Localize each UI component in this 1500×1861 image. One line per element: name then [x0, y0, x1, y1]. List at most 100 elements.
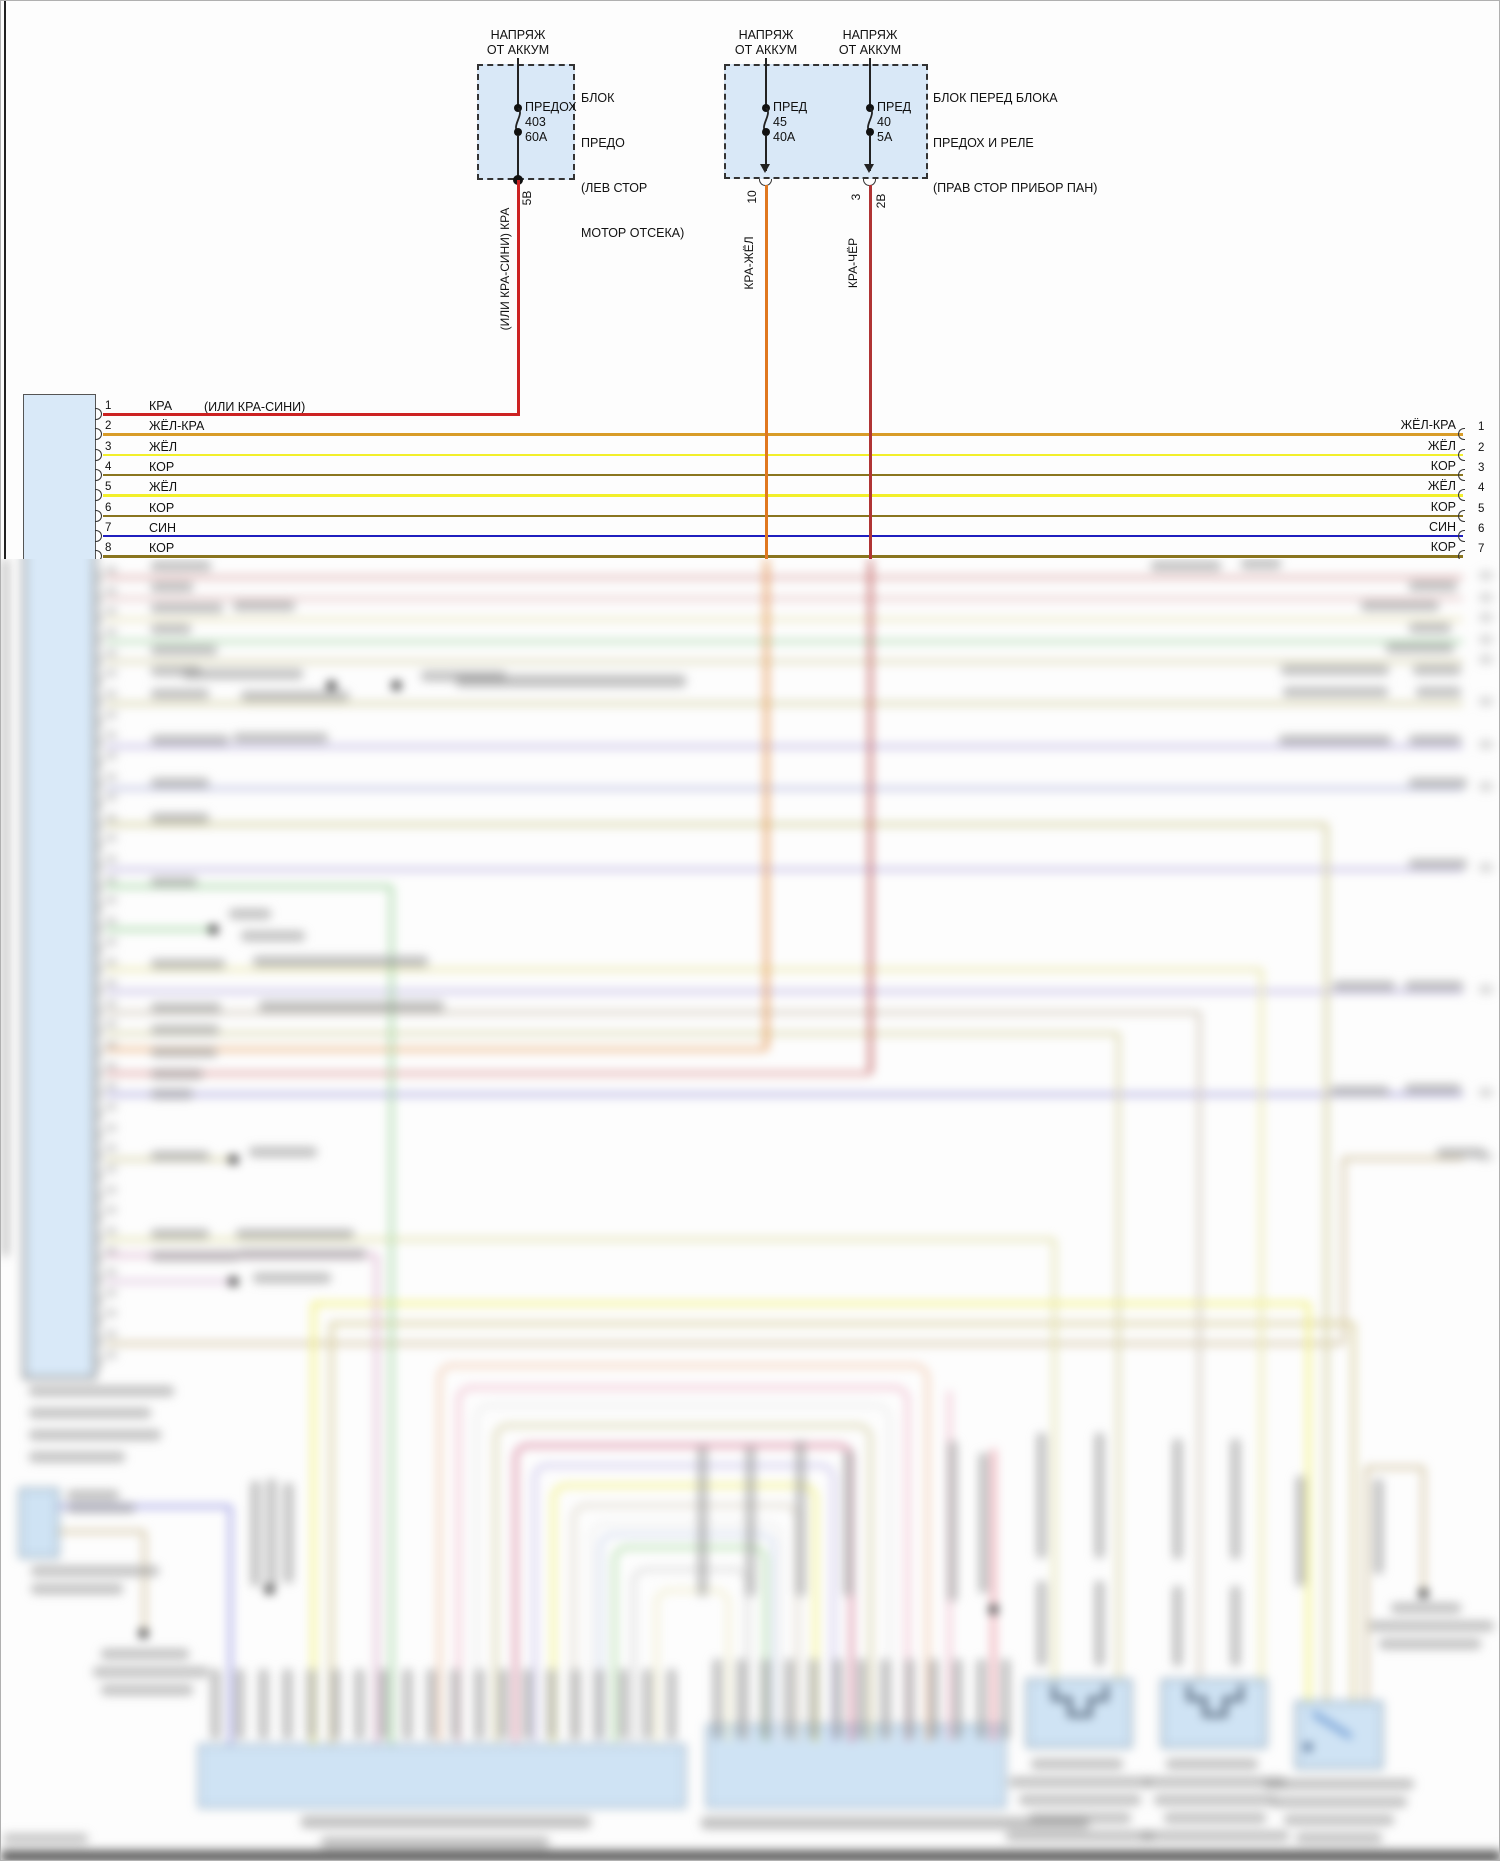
vertical-label-bar: [698, 1446, 707, 1596]
label-smudge: [1241, 559, 1281, 569]
pin-number-smudge: [105, 1268, 117, 1277]
left-pin-bump: [95, 1293, 102, 1306]
blurred-wire-h: [106, 1342, 1343, 1345]
vertical-label-bar: [283, 1669, 292, 1739]
wire-arc: [632, 1568, 749, 1742]
left-pin-bump: [95, 880, 102, 893]
pin-number-smudge: [105, 772, 117, 781]
label-smudge: [29, 1452, 125, 1462]
vertical-label-bar: [331, 1669, 340, 1739]
left-pin-bump: [95, 1066, 102, 1079]
label-smudge: [31, 1566, 159, 1576]
pin-number-smudge: [105, 607, 117, 616]
left-pin-bump: [95, 1335, 102, 1348]
pin-number-smudge: [105, 669, 117, 678]
vertical-label-bar: [713, 1659, 722, 1739]
pin-number-smudge: [105, 1082, 117, 1091]
blurred-wire-h: [106, 990, 1463, 993]
label-smudge: [29, 1386, 174, 1396]
sharp-region: НАПРЯЖ ОТ АККУМ НАПРЯЖ ОТ АККУМ НАПРЯЖ О…: [1, 1, 1499, 559]
label-smudge: [101, 1649, 189, 1659]
label-smudge: [183, 669, 303, 679]
blurred-wire-v: [1352, 1323, 1355, 1701]
vertical-label-bar: [667, 1669, 676, 1739]
fuse-box-right-note: БЛОК ПЕРЕД БЛОКА ПРЕДОХ И РЕЛЕ (ПРАВ СТО…: [933, 91, 1098, 195]
right-pin-bump: [1458, 428, 1465, 441]
label-smudge: [1379, 1639, 1481, 1649]
label-smudge: [236, 1229, 354, 1239]
vertical-label-bar: [809, 1659, 818, 1739]
wire-label-kra: (ИЛИ КРА-СИНИ) КРА: [498, 207, 512, 331]
vertical-label-bar: [284, 1483, 293, 1583]
right-pin-number: 7: [1478, 543, 1485, 556]
blurred-wire-h: [106, 928, 213, 931]
label-smudge: [456, 675, 686, 687]
pin-number-smudge: [1479, 571, 1493, 580]
label-smudge: [1271, 1797, 1407, 1807]
label-smudge: [1333, 981, 1395, 991]
right-pin-label: СИН: [1428, 519, 1456, 534]
vertical-label-bar: [737, 1659, 746, 1739]
pin-number-smudge: [105, 1309, 117, 1318]
scan-edge-bar: [1, 1852, 1499, 1860]
vertical-label-bar: [379, 1669, 388, 1739]
label-smudge: [253, 1273, 331, 1283]
pin-number-smudge: [1479, 863, 1493, 872]
vertical-label-bar: [1095, 1433, 1104, 1558]
left-pin-label: КОР: [149, 459, 175, 474]
pin-number-smudge: [1479, 985, 1493, 994]
pin-number-smudge: [105, 1226, 117, 1235]
vertical-label-bar: [547, 1669, 556, 1739]
label-smudge: [233, 733, 328, 743]
left-pin-bump: [95, 1107, 102, 1120]
blurred-wire-v: [1342, 1158, 1345, 1343]
label-smudge: [241, 931, 305, 941]
left-pin-label: ЖЁЛ-КРА: [149, 419, 205, 434]
label-smudge: [1413, 665, 1461, 675]
left-connector-box: [23, 394, 96, 559]
label-smudge: [29, 1408, 151, 1418]
component-box: [1295, 1701, 1383, 1769]
left-pin-bump: [95, 984, 102, 996]
vertical-label-bar: [1173, 1586, 1182, 1666]
label-smudge: [1164, 1813, 1266, 1823]
left-pin-bump: [95, 1190, 102, 1203]
left-pin-bump: [95, 839, 102, 852]
left-pin-bump: [95, 798, 102, 811]
right-pin-bump: [1458, 550, 1465, 559]
page-edge-line: [4, 1, 6, 559]
vertical-label-bar: [881, 1659, 890, 1739]
wire-arc: [599, 1533, 775, 1742]
junction-dot: [139, 1629, 148, 1638]
junction-dot: [209, 925, 218, 934]
blurred-wire-v: [312, 1303, 315, 1744]
right-pin-number: 6: [1478, 522, 1485, 535]
pin-number-smudge: [105, 627, 117, 636]
pin-number-smudge: [105, 834, 117, 843]
blurred-wire-h: [106, 1011, 1199, 1014]
label-smudge: [151, 689, 209, 699]
label-smudge: [253, 956, 428, 967]
fuse2-pin: 10: [745, 190, 759, 204]
label-smudge: [151, 813, 209, 823]
label-smudge: [151, 959, 225, 969]
label-smudge: [67, 1503, 135, 1513]
vertical-label-bar: [1173, 1439, 1182, 1559]
pin-number-smudge: [1479, 740, 1493, 749]
pin-number-smudge: [105, 566, 117, 574]
label-smudge: [1019, 1795, 1141, 1805]
vertical-label-bar: [1001, 1659, 1010, 1739]
vertical-label-bar: [761, 1659, 770, 1739]
label-smudge: [101, 1685, 193, 1695]
label-smudge: [249, 1147, 317, 1157]
blurred-wire-h: [106, 618, 1463, 621]
left-pin-bump: [95, 818, 102, 831]
blurred-wire-v: [330, 1323, 333, 1744]
pin-number-smudge: [1479, 697, 1493, 706]
vertical-label-bar: [1374, 1479, 1383, 1574]
label-smudge: [151, 1047, 217, 1057]
wire-horizontal: [103, 473, 1463, 477]
left-pin-bump: [95, 1273, 102, 1286]
fuse2-name: ПРЕД: [773, 100, 808, 114]
relay-contact-icon: [1187, 1685, 1243, 1717]
